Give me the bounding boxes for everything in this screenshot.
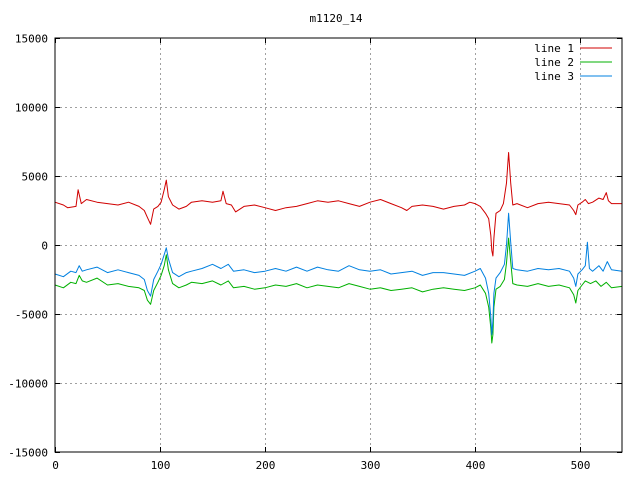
legend-label-3: line 3 [534, 70, 574, 83]
y-tick-label: -10000 [8, 378, 48, 391]
x-tick-label: 200 [256, 459, 276, 472]
series-lines [54, 152, 623, 344]
legend-label-1: line 1 [534, 42, 574, 55]
y-tick-label: 5000 [22, 171, 49, 184]
y-tick-label: 15000 [15, 33, 48, 46]
series-line-3 [54, 212, 623, 336]
x-tick-label: 300 [361, 459, 381, 472]
plot-frame [54, 37, 623, 453]
x-tick-label: 100 [151, 459, 171, 472]
x-tick-label: 400 [466, 459, 486, 472]
y-tick-label: -5000 [15, 309, 48, 322]
y-tick-label: 0 [41, 240, 48, 253]
y-axis-ticks: -15000 -10000 -5000 0 5000 10000 15000 [8, 33, 622, 460]
legend-label-2: line 2 [534, 56, 574, 69]
x-tick-label: 0 [52, 459, 59, 472]
x-axis-ticks: 0 100 200 300 400 500 [52, 38, 590, 472]
x-tick-label: 500 [571, 459, 591, 472]
chart-title: m1120_14 [310, 12, 363, 25]
grid [55, 38, 622, 452]
series-line-2 [54, 237, 623, 344]
y-tick-label: -15000 [8, 447, 48, 460]
y-tick-label: 10000 [15, 102, 48, 115]
series-line-1 [54, 152, 622, 257]
